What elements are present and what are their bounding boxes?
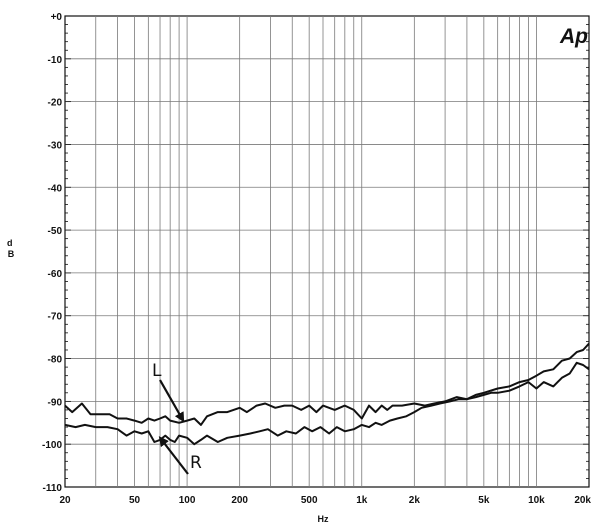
x-axis-label: Hz — [318, 514, 329, 524]
y-tick-label: -100 — [42, 440, 62, 451]
x-tick-label: 200 — [231, 495, 248, 506]
y-tick-label: -50 — [48, 226, 63, 237]
annotation-arrow-r — [158, 436, 189, 475]
tick-labels: 20 50 100 200 500 1k 2k 5k 10k 20k +0 -10 -20 -30 -40 -… — [42, 12, 591, 506]
y-tick-label: -80 — [48, 355, 63, 366]
x-tick-label: 50 — [129, 495, 141, 506]
x-tick-label: 2k — [409, 495, 421, 506]
x-tick-label: 10k — [528, 495, 545, 506]
y-tick-label: -90 — [48, 397, 63, 408]
plot-area — [64, 15, 590, 488]
annotation-layer: LR — [152, 361, 202, 475]
y-tick-label: -40 — [48, 183, 63, 194]
annotation-arrow-l — [159, 379, 185, 423]
x-tick-label: 20 — [59, 495, 71, 506]
x-tick-label: 1k — [356, 495, 368, 506]
y-axis-label: d B — [7, 238, 15, 259]
y-tick-label: +0 — [51, 12, 63, 23]
x-tick-label: 100 — [179, 495, 196, 506]
y-tick-label: -30 — [48, 140, 63, 151]
y-tick-label: -20 — [48, 98, 63, 109]
y-tick-label: -60 — [48, 269, 63, 280]
y-tick-label: -110 — [43, 483, 63, 494]
x-tick-label: 5k — [478, 495, 490, 506]
grid — [65, 15, 589, 488]
series-line-r — [64, 361, 590, 446]
series-line-l — [64, 342, 590, 426]
ap-logo: Ap — [559, 25, 588, 48]
x-tick-label: 20k — [574, 495, 591, 506]
x-tick-label: 500 — [301, 495, 318, 506]
annotation-label-r: R — [190, 453, 202, 473]
annotation-label-l: L — [152, 361, 162, 381]
series-layer — [64, 342, 590, 446]
plot-frame — [64, 15, 590, 488]
y-tick-label: -10 — [48, 55, 63, 66]
y-tick-label: -70 — [48, 312, 63, 323]
